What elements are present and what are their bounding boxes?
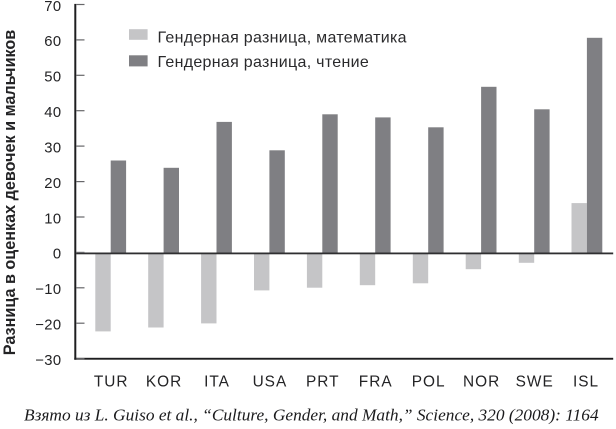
svg-text:0: 0 bbox=[53, 247, 62, 263]
svg-text:SWE: SWE bbox=[516, 374, 554, 391]
svg-text:−10: −10 bbox=[35, 282, 61, 298]
svg-text:PRT: PRT bbox=[306, 374, 340, 391]
svg-text:ITA: ITA bbox=[204, 374, 230, 391]
svg-text:Разница в оценках девочек и ма: Разница в оценках девочек и мальчиков bbox=[1, 30, 19, 356]
svg-text:70: 70 bbox=[44, 0, 61, 15]
svg-text:30: 30 bbox=[44, 140, 61, 156]
svg-text:ISL: ISL bbox=[573, 374, 599, 391]
svg-text:−20: −20 bbox=[35, 318, 61, 334]
svg-text:50: 50 bbox=[44, 70, 61, 86]
svg-text:POL: POL bbox=[412, 374, 446, 391]
svg-text:60: 60 bbox=[44, 34, 61, 50]
svg-text:TUR: TUR bbox=[94, 374, 129, 391]
svg-text:Гендерная разница, чтение: Гендерная разница, чтение bbox=[158, 54, 370, 71]
svg-text:Гендерная разница, математика: Гендерная разница, математика bbox=[158, 30, 407, 47]
svg-text:40: 40 bbox=[44, 105, 61, 121]
svg-text:KOR: KOR bbox=[146, 374, 182, 391]
svg-text:10: 10 bbox=[44, 211, 61, 227]
svg-text:20: 20 bbox=[44, 176, 61, 192]
svg-text:USA: USA bbox=[253, 374, 288, 391]
svg-text:FRA: FRA bbox=[359, 374, 393, 391]
svg-text:NOR: NOR bbox=[463, 374, 500, 391]
svg-text:Взято из L. Guiso et al., “Cul: Взято из L. Guiso et al., “Culture, Gend… bbox=[24, 405, 599, 424]
svg-text:−30: −30 bbox=[35, 353, 61, 369]
